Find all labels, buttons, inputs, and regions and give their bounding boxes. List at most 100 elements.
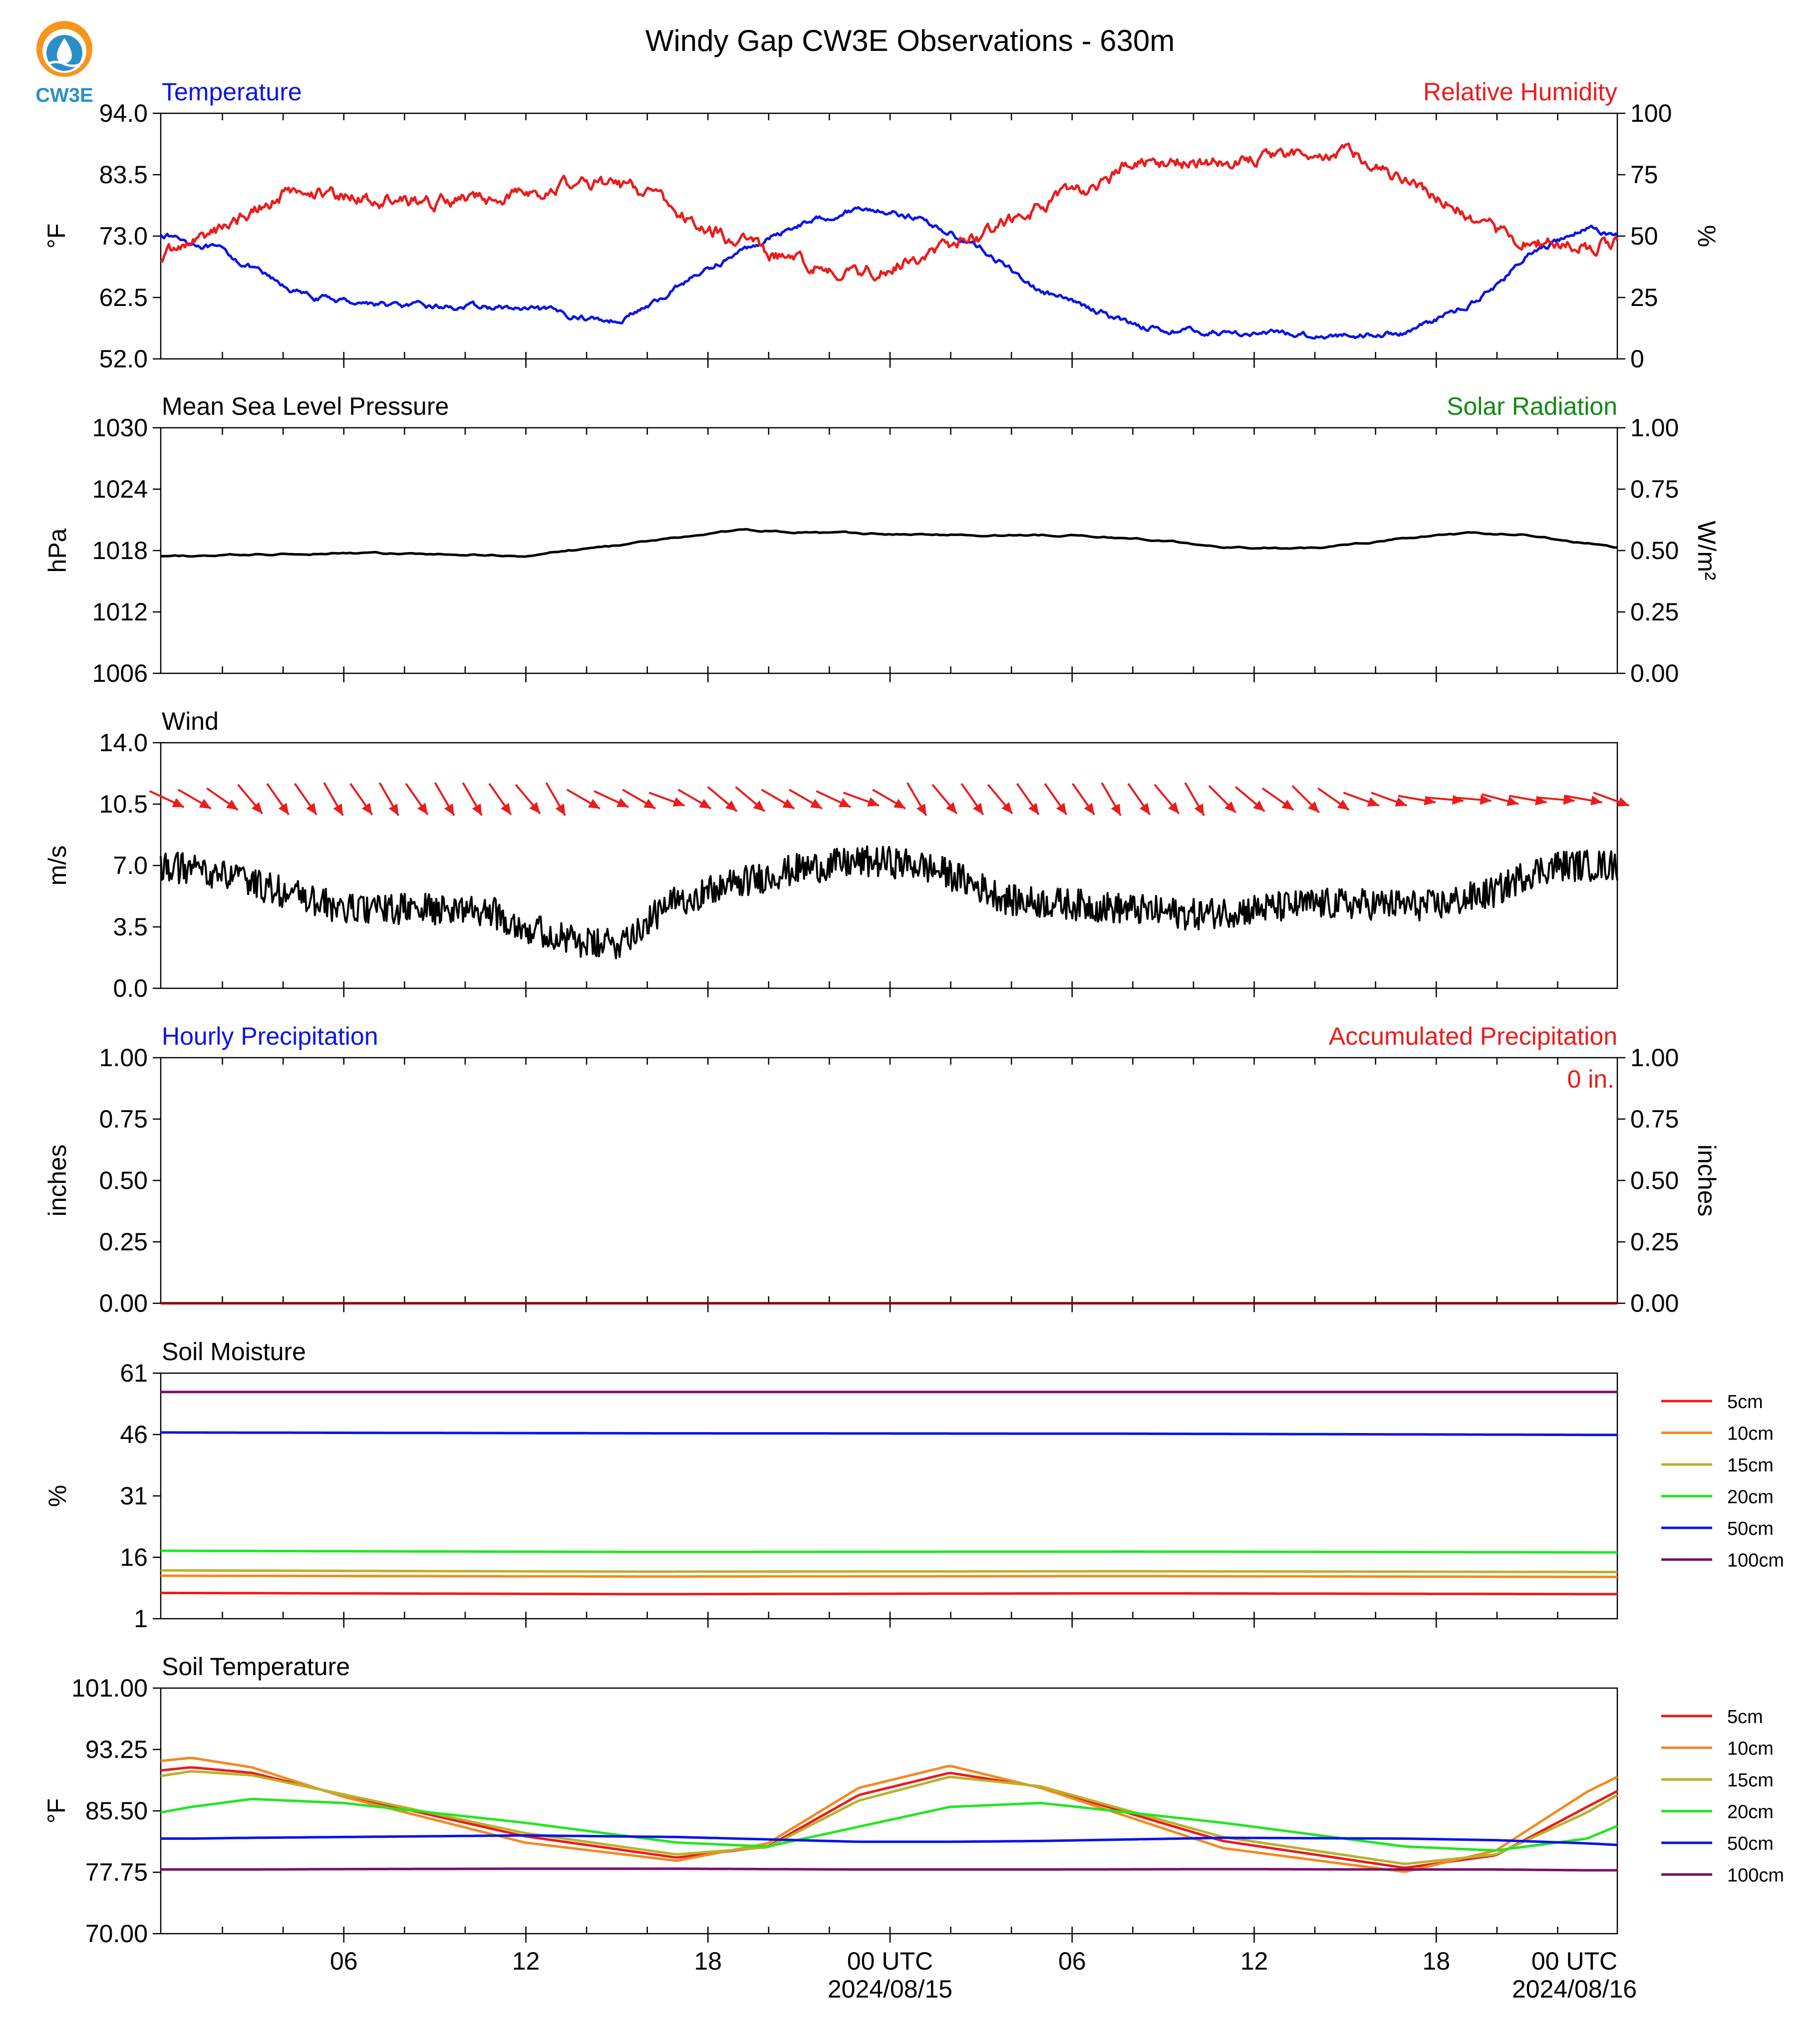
wind-arrow (789, 789, 823, 810)
wind-arrow-head (1590, 795, 1602, 806)
wind-arrow-head (1028, 803, 1039, 815)
wind-arrow (1453, 795, 1492, 805)
wind-arrow (323, 782, 344, 816)
wind-arrow-head (1367, 797, 1379, 807)
wind-arrow (707, 786, 738, 812)
y-tick-label: 14.0 (99, 729, 148, 757)
wind-arrow-head (1168, 802, 1179, 814)
x-date-label: 2024/08/15 (828, 1975, 952, 2003)
wind-arrow-head (472, 803, 482, 816)
wind-arrow-head (1452, 795, 1464, 805)
wind-arrow (294, 783, 317, 816)
x-tick-label: 06 (1058, 1947, 1086, 1975)
panel-title-right: Accumulated Precipitation (1329, 1022, 1617, 1050)
wind-arrow-head (1224, 801, 1236, 813)
wind-arrow (816, 790, 851, 808)
panel-title: Soil Moisture (162, 1338, 306, 1366)
series-line-50cm (161, 1834, 1618, 1846)
wind-arrow (1482, 793, 1519, 806)
wind-arrow-head (306, 803, 317, 815)
wind-arrow (1371, 792, 1408, 807)
series-line-15cm (160, 1770, 1618, 1865)
wind-arrow (149, 790, 185, 808)
panel-title: Hourly Precipitation (162, 1022, 378, 1050)
wind-arrow (1208, 785, 1237, 814)
wind-arrow-head (643, 799, 656, 809)
y-tick-label: 0.25 (99, 1228, 148, 1256)
y-tick-label-right: 0.50 (1630, 1166, 1679, 1194)
series-line-100cm (161, 1867, 1617, 1872)
wind-arrow-head (555, 803, 566, 816)
legend-label: 50cm (1727, 1833, 1774, 1854)
chart-panel-3: Hourly Precipitation Accumulated Precipit… (43, 1022, 1721, 1317)
wind-arrow (1536, 795, 1575, 805)
wind-arrow-head (753, 800, 765, 812)
y-tick-label-right: 1.00 (1630, 414, 1679, 442)
y-tick-label: 70.00 (85, 1920, 148, 1948)
x-tick-label: 12 (512, 1947, 540, 1975)
plot-frame (160, 1687, 1618, 1935)
wind-arrow-head (1480, 795, 1492, 805)
series-line-0 (160, 206, 1618, 340)
wind-arrow-head (916, 803, 926, 816)
legend-label: 20cm (1727, 1487, 1774, 1508)
series-line-20cm (160, 1797, 1618, 1852)
panel-title: Temperature (162, 78, 302, 106)
wind-arrow-head (588, 799, 600, 809)
wind-arrow (761, 789, 795, 810)
series-line-5cm (160, 1591, 1617, 1596)
y-tick-label: 31 (120, 1482, 148, 1510)
wind-arrow-head (1563, 795, 1575, 805)
wind-arrow-head (251, 802, 263, 814)
wind-arrow (931, 784, 958, 815)
y-tick-label: 0.0 (113, 974, 148, 1002)
legend-label: 15cm (1727, 1770, 1774, 1791)
y-tick-label: 1012 (92, 598, 148, 626)
y-tick-label-right: 25 (1630, 284, 1658, 311)
wind-arrow (1127, 783, 1151, 816)
wind-arrow-head (500, 803, 511, 815)
plot-frame (160, 742, 1618, 989)
y-tick-label-right: 0.75 (1630, 1105, 1679, 1133)
wind-arrow-head (1337, 799, 1349, 810)
wind-arrow (622, 789, 656, 810)
y-tick-label: 46 (120, 1421, 148, 1449)
y-tick-label: 73.0 (99, 222, 148, 250)
legend-label: 20cm (1727, 1802, 1774, 1823)
y-tick-label: 94.0 (99, 99, 148, 127)
wind-arrow (1564, 795, 1602, 806)
wind-arrow-head (1307, 801, 1319, 813)
series-line-1 (160, 142, 1619, 282)
panel-title: Soil Temperature (162, 1653, 350, 1681)
wind-arrow-head (417, 803, 428, 815)
wind-arrow-head (699, 799, 711, 809)
y-tick-label: 1006 (92, 659, 148, 687)
y-tick-label: 0.00 (99, 1289, 148, 1317)
y-axis-label: °F (42, 224, 70, 249)
y-tick-label: 61 (120, 1359, 148, 1387)
legend-label: 100cm (1727, 1865, 1784, 1886)
y-tick-label: 77.75 (85, 1858, 148, 1886)
legend-label: 5cm (1727, 1392, 1763, 1413)
wind-arrow-head (226, 799, 238, 810)
plot-frame (160, 112, 1618, 360)
y-tick-label-right: 1.00 (1630, 1044, 1679, 1072)
wind-arrow-head (278, 803, 289, 815)
panel-title: Wind (162, 707, 219, 735)
wind-arrow-head (810, 799, 822, 809)
y-axis-label: inches (43, 1145, 71, 1217)
wind-arrow-head (782, 799, 795, 809)
wind-arrow (1184, 782, 1205, 816)
y-tick-label-right: 0.50 (1630, 537, 1679, 565)
y-tick-label: 83.5 (99, 161, 148, 189)
wind-arrow (1291, 785, 1320, 814)
legend-label: 10cm (1727, 1738, 1774, 1759)
wind-arrow (1044, 783, 1068, 816)
wind-arrow-head (1139, 803, 1150, 815)
wind-arrow (177, 789, 212, 810)
chart-panel-2: Wind 0.0 3.5 7.0 10.5 14.0 m/s (43, 707, 1630, 1002)
x-tick-label: 00 UTC (1531, 1947, 1617, 1975)
wind-arrow-head (1395, 797, 1407, 807)
wind-arrow-head (1111, 803, 1121, 816)
